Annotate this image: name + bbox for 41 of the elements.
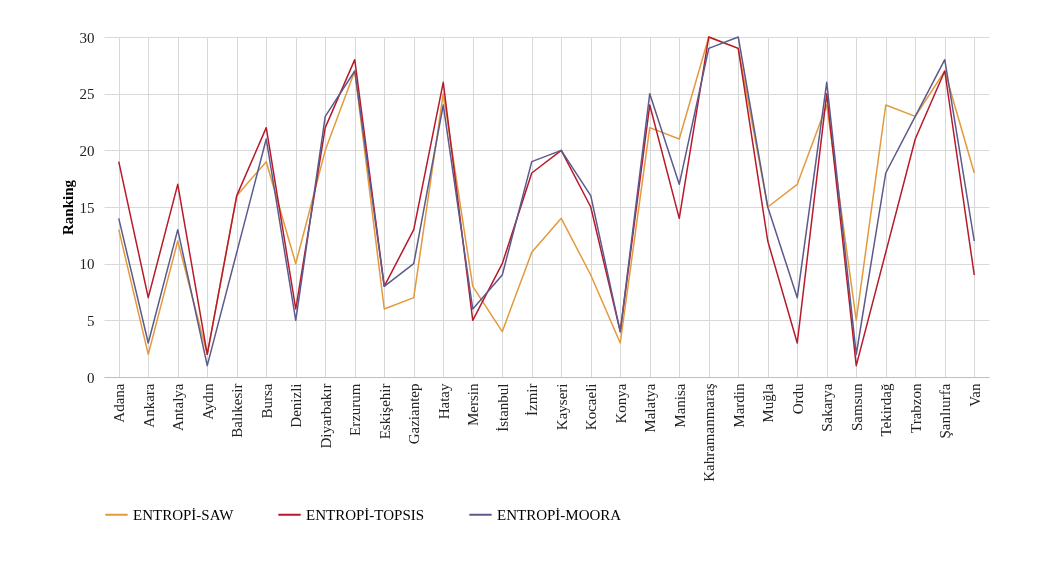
x-tick-label: Ordu [789, 383, 806, 415]
x-tick-label: Hatay [435, 383, 452, 420]
x-tick-label: Bursa [258, 383, 275, 419]
y-axis-title: Ranking [59, 179, 76, 236]
x-tick-label: Gaziantep [406, 383, 423, 445]
x-tick-label: Konya [612, 383, 629, 424]
y-tick-label: 25 [79, 86, 95, 103]
y-tick-label: 0 [87, 369, 95, 386]
x-tick-label: Denizli [288, 383, 305, 428]
x-tick-label: Kahramanmaraş [701, 383, 718, 482]
x-tick-label: Sakarya [819, 383, 836, 432]
legend-label: ENTROPİ-MOORA [497, 506, 622, 523]
x-tick-label: Diyarbakır [317, 383, 334, 449]
x-tick-label: Manisa [671, 383, 688, 428]
y-tick-label: 10 [79, 256, 95, 273]
x-tick-label: Kayseri [553, 383, 570, 431]
x-tick-label: Erzurum [347, 383, 364, 436]
x-tick-label: İstanbul [494, 383, 511, 432]
x-tick-label: Van [966, 383, 983, 407]
x-tick-label: Kocaeli [583, 383, 600, 431]
x-tick-label: Balıkesir [229, 383, 246, 438]
x-tick-label: Mardin [730, 383, 747, 428]
x-tick-label: Adana [111, 383, 128, 423]
x-tick-label: Samsun [848, 383, 865, 432]
x-tick-label: Trabzon [907, 383, 924, 433]
x-tick-label: Muğla [760, 383, 777, 423]
x-tick-label: Eskişehir [376, 383, 393, 440]
x-tick-label: Antalya [170, 383, 187, 431]
legend-label: ENTROPİ-SAW [133, 506, 235, 523]
x-tick-label: Şanlıurfa [937, 383, 954, 439]
y-tick-label: 15 [79, 199, 95, 216]
x-tick-label: Malatya [642, 383, 659, 433]
legend-label: ENTROPİ-TOPSIS [306, 506, 425, 523]
y-tick-label: 30 [79, 29, 95, 46]
x-tick-label: İzmir [524, 383, 541, 416]
y-tick-label: 5 [87, 312, 95, 329]
x-tick-label: Tekirdağ [878, 383, 895, 437]
x-tick-label: Aydın [199, 383, 216, 420]
y-tick-label: 20 [79, 142, 95, 159]
x-tick-label: Ankara [140, 383, 157, 428]
x-tick-label: Mersin [465, 383, 482, 426]
